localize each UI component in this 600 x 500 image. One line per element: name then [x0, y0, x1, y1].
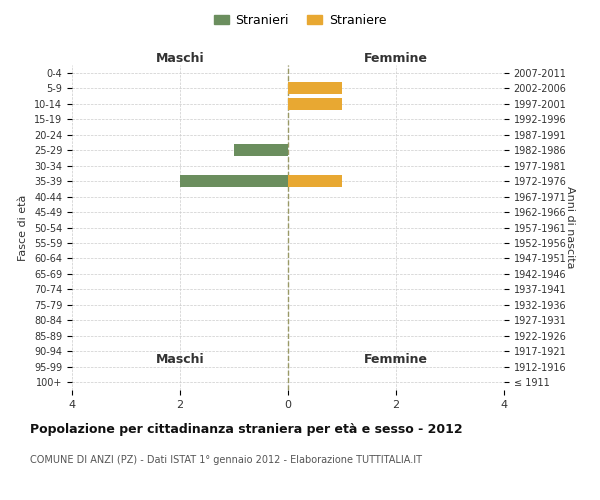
Y-axis label: Fasce di età: Fasce di età — [19, 194, 28, 260]
Bar — [288, 98, 342, 110]
Text: Maschi: Maschi — [155, 353, 205, 366]
Text: Femmine: Femmine — [364, 52, 428, 65]
Text: Popolazione per cittadinanza straniera per età e sesso - 2012: Popolazione per cittadinanza straniera p… — [30, 422, 463, 436]
Text: Femmine: Femmine — [364, 353, 428, 366]
Bar — [180, 175, 288, 188]
Text: Maschi: Maschi — [155, 52, 205, 65]
Y-axis label: Anni di nascita: Anni di nascita — [565, 186, 575, 269]
Text: COMUNE DI ANZI (PZ) - Dati ISTAT 1° gennaio 2012 - Elaborazione TUTTITALIA.IT: COMUNE DI ANZI (PZ) - Dati ISTAT 1° genn… — [30, 455, 422, 465]
Legend: Stranieri, Straniere: Stranieri, Straniere — [209, 8, 391, 32]
Bar — [234, 144, 288, 156]
Bar — [288, 175, 342, 188]
Bar — [288, 82, 342, 94]
